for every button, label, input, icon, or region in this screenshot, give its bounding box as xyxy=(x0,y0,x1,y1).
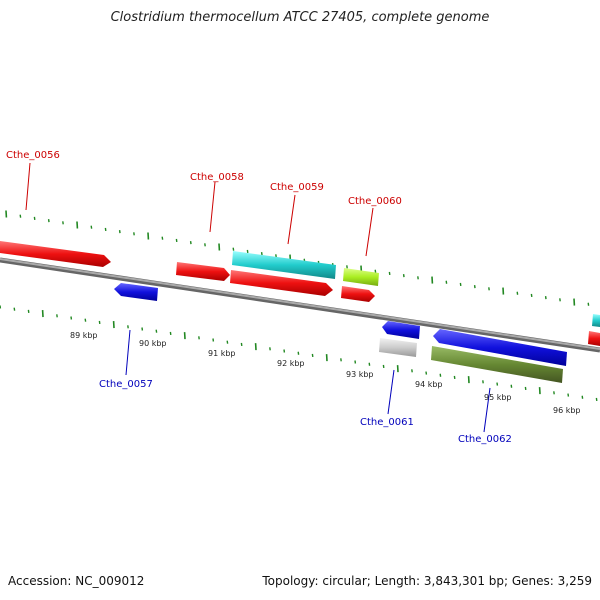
gene-feature-cthe-0061-blue[interactable] xyxy=(382,321,420,339)
gene-feature-blue-long[interactable] xyxy=(433,329,567,366)
accession-text: Accession: NC_009012 xyxy=(8,574,145,588)
gene-label-cthe-0059[interactable]: Cthe_0059 xyxy=(270,182,324,193)
lower-tick-track xyxy=(0,305,598,402)
kbp-label: 90 kbp xyxy=(139,339,167,348)
gene-feature-cthe-0061[interactable] xyxy=(379,338,417,357)
gene-feature-cthe-0057[interactable] xyxy=(114,283,158,301)
kbp-label: 92 kbp xyxy=(277,359,305,368)
forward-gene-track xyxy=(0,241,600,346)
map-title: Clostridium thermocellum ATCC 27405, com… xyxy=(110,10,490,25)
kbp-label: 91 kbp xyxy=(208,349,236,358)
gene-feature-cthe-0058[interactable] xyxy=(176,262,230,281)
label-leader-lines xyxy=(25,162,491,433)
kbp-label: 94 kbp xyxy=(415,380,443,389)
gene-label-cthe-0060[interactable]: Cthe_0060 xyxy=(348,196,402,207)
reverse-gene-track xyxy=(114,283,567,383)
gene-label-cthe-0057[interactable]: Cthe_0057 xyxy=(99,379,153,390)
gene-feature-cthe-0059[interactable] xyxy=(230,270,333,296)
gene-feature-cthe-0060-lime[interactable] xyxy=(343,268,379,286)
genome-backbone xyxy=(0,257,600,353)
gene-labels: Cthe_0056 Cthe_0058 Cthe_0059 Cthe_0060 … xyxy=(6,150,512,445)
gene-feature-cthe-0062[interactable] xyxy=(431,346,563,383)
gene-feature-cthe-0056[interactable] xyxy=(0,241,111,267)
gene-feature-cthe-0059-cyan[interactable] xyxy=(232,251,336,279)
kbp-label: 96 kbp xyxy=(553,406,581,415)
gene-label-cthe-0061[interactable]: Cthe_0061 xyxy=(360,417,414,428)
kbp-label: 93 kbp xyxy=(346,370,374,379)
genome-summary-text: Topology: circular; Length: 3,843,301 bp… xyxy=(262,574,592,588)
gene-label-cthe-0056[interactable]: Cthe_0056 xyxy=(6,150,60,161)
gene-feature-edge-red[interactable] xyxy=(588,331,600,346)
kbp-labels: 89 kbp 90 kbp 91 kbp 92 kbp 93 kbp 94 kb… xyxy=(70,331,581,415)
gene-label-cthe-0062[interactable]: Cthe_0062 xyxy=(458,434,512,445)
gene-feature-cthe-0060[interactable] xyxy=(341,286,375,302)
kbp-label: 95 kbp xyxy=(484,393,512,402)
gene-feature-edge-cyan[interactable] xyxy=(592,314,600,327)
kbp-label: 89 kbp xyxy=(70,331,98,340)
gene-label-cthe-0058[interactable]: Cthe_0058 xyxy=(190,172,244,183)
